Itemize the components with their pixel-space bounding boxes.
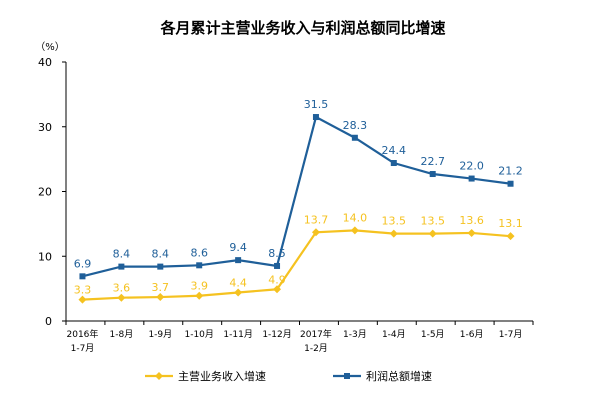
data-point: [157, 263, 164, 270]
data-point: [312, 114, 319, 121]
data-label: 4.9: [268, 273, 286, 286]
data-label: 28.3: [343, 119, 368, 132]
data-label: 9.4: [229, 241, 247, 254]
x-tick-label: 2017年: [300, 328, 332, 340]
chart-title: 各月累计主营业务收入与利润总额同比增速: [159, 19, 445, 37]
y-tick-label: 10: [38, 250, 52, 263]
y-tick-label: 40: [38, 56, 52, 69]
data-point: [234, 288, 243, 297]
data-label: 31.5: [304, 98, 329, 111]
data-label: 24.4: [382, 144, 407, 157]
data-label: 8.4: [113, 248, 131, 261]
data-label: 13.5: [420, 215, 445, 228]
x-tick-label: 2016年: [67, 328, 99, 340]
data-point: [389, 229, 398, 238]
data-point: [429, 171, 436, 178]
legend-marker: [344, 373, 350, 379]
data-point: [274, 262, 281, 269]
x-tick-label: 1-8月: [110, 329, 134, 340]
data-point: [351, 134, 358, 141]
x-tick-label: 1-12月: [262, 329, 291, 340]
data-label: 22.0: [459, 160, 484, 173]
data-label: 8.5: [268, 247, 286, 260]
x-tick-label: 1-4月: [382, 329, 406, 340]
data-point: [506, 232, 515, 241]
data-point: [117, 293, 126, 302]
data-label: 8.4: [152, 248, 170, 261]
y-tick-label: 20: [38, 186, 52, 199]
data-label: 6.9: [74, 257, 92, 270]
data-label: 13.1: [498, 217, 523, 230]
data-label: 3.7: [152, 281, 170, 294]
data-point: [507, 180, 514, 187]
data-label: 14.0: [343, 211, 368, 224]
data-label: 13.7: [304, 213, 329, 226]
data-point: [428, 229, 437, 238]
data-label: 4.4: [229, 277, 247, 290]
x-tick-label: 1-9月: [148, 329, 172, 340]
y-axis-label: （%）: [35, 41, 65, 53]
x-tick-label: 1-2月: [304, 343, 328, 354]
y-tick-label: 0: [45, 315, 52, 328]
data-point: [79, 273, 86, 280]
data-point: [350, 226, 359, 235]
data-label: 8.6: [190, 246, 208, 259]
legend-label: 利润总额增速: [366, 369, 432, 383]
x-tick-label: 1-10月: [184, 329, 213, 340]
data-label: 13.5: [382, 215, 407, 228]
data-point: [78, 295, 87, 304]
data-label: 22.7: [420, 155, 445, 168]
data-point: [390, 160, 397, 167]
x-tick-label: 1-7月: [499, 329, 523, 340]
x-tick-label: 1-5月: [421, 329, 445, 340]
data-point: [468, 175, 475, 182]
legend-label: 主营业务收入增速: [178, 369, 266, 383]
series-line: [82, 229, 511, 301]
data-point: [118, 263, 125, 270]
legend-marker: [155, 372, 163, 380]
data-point: [235, 257, 242, 264]
y-tick-label: 30: [38, 121, 52, 134]
data-label: 21.2: [498, 165, 523, 178]
data-label: 3.3: [74, 284, 92, 297]
series-line: [82, 115, 511, 278]
x-tick-label: 1-7月: [71, 343, 95, 354]
data-point: [195, 291, 204, 300]
x-tick-label: 1-6月: [460, 329, 484, 340]
data-point: [311, 228, 320, 237]
data-label: 3.9: [190, 280, 208, 293]
data-label: 13.6: [459, 214, 484, 227]
data-point: [156, 293, 165, 302]
x-tick-label: 1-3月: [343, 329, 367, 340]
data-point: [467, 228, 476, 237]
data-point: [273, 285, 282, 294]
data-point: [196, 262, 203, 269]
data-label: 3.6: [113, 282, 131, 295]
x-tick-label: 1-11月: [223, 329, 252, 340]
